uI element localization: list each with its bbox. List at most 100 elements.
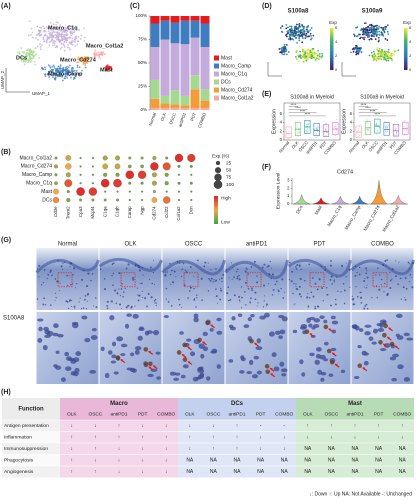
positive-cell bbox=[182, 342, 187, 348]
umap-point bbox=[58, 67, 61, 70]
umap-point bbox=[43, 40, 46, 42]
nucleus bbox=[42, 282, 45, 284]
umap-point bbox=[63, 31, 66, 33]
cell: NA bbox=[328, 446, 336, 452]
nucleus bbox=[219, 287, 222, 290]
bar-segment bbox=[200, 89, 210, 101]
nucleus bbox=[383, 291, 385, 293]
nucleus bbox=[228, 359, 234, 363]
feature-point bbox=[361, 33, 364, 36]
feature-point bbox=[301, 41, 304, 44]
umap-point bbox=[65, 39, 68, 42]
nucleus bbox=[280, 368, 288, 373]
umap-point bbox=[84, 66, 87, 69]
nucleus bbox=[239, 370, 245, 374]
nucleus bbox=[292, 292, 294, 295]
nucleus bbox=[125, 306, 128, 309]
nucleus bbox=[230, 262, 232, 264]
row-head bbox=[2, 431, 60, 443]
umap-point bbox=[71, 29, 74, 31]
feature-point bbox=[386, 24, 389, 27]
umap-point bbox=[42, 25, 44, 28]
jitter-point bbox=[287, 138, 289, 140]
umap-point bbox=[52, 76, 54, 79]
feature-point bbox=[305, 35, 308, 38]
dot bbox=[164, 181, 169, 186]
nucleus bbox=[253, 355, 260, 360]
jitter-point bbox=[305, 130, 307, 132]
cell: ↑ bbox=[94, 435, 97, 441]
umap-point bbox=[106, 68, 109, 71]
nucleus bbox=[303, 279, 306, 282]
y-tick-label: 100% bbox=[135, 13, 147, 18]
umap-point bbox=[50, 68, 53, 71]
arrow-head bbox=[202, 341, 206, 344]
nucleus bbox=[404, 297, 406, 299]
positive-cell bbox=[382, 332, 387, 338]
jitter-point bbox=[386, 131, 388, 133]
arrow-head bbox=[331, 352, 335, 355]
size-tick: 50 bbox=[226, 167, 232, 173]
nucleus bbox=[169, 371, 177, 376]
nucleus bbox=[295, 268, 298, 270]
feature-point bbox=[387, 33, 390, 35]
umap-point bbox=[74, 75, 77, 78]
cell: ↑ bbox=[212, 435, 215, 441]
nucleus bbox=[250, 287, 253, 290]
x-tick-label: Macro_Col1a2 bbox=[381, 204, 400, 232]
nucleus bbox=[406, 337, 414, 341]
umap-point bbox=[83, 40, 86, 42]
nucleus bbox=[179, 331, 184, 335]
jitter-point bbox=[376, 121, 378, 123]
nucleus bbox=[257, 302, 259, 304]
nucleus bbox=[232, 267, 234, 269]
nucleus bbox=[366, 270, 368, 272]
nucleus bbox=[106, 305, 109, 307]
nucleus bbox=[329, 278, 332, 281]
x-tick-label: Normal bbox=[348, 140, 361, 154]
nucleus bbox=[216, 317, 222, 322]
nucleus bbox=[360, 296, 363, 299]
umap-point bbox=[25, 51, 28, 54]
jitter-point bbox=[315, 128, 317, 130]
umap-point bbox=[55, 73, 58, 76]
nucleus bbox=[395, 275, 397, 278]
arrow-head bbox=[394, 345, 398, 349]
nucleus bbox=[57, 280, 60, 283]
nucleus bbox=[308, 296, 311, 299]
violin bbox=[332, 195, 349, 205]
y-tick-label: 4 bbox=[350, 120, 353, 125]
nucleus bbox=[172, 281, 175, 284]
nucleus bbox=[247, 317, 252, 322]
nucleus bbox=[171, 269, 173, 272]
cell: ↑ bbox=[377, 423, 380, 429]
bar-segment bbox=[150, 79, 160, 99]
nucleus bbox=[290, 280, 293, 283]
feature-point bbox=[314, 59, 317, 62]
bar-segment bbox=[160, 16, 170, 21]
jitter-point bbox=[336, 129, 338, 131]
jitter-point bbox=[377, 124, 379, 126]
nucleus bbox=[215, 288, 217, 290]
feature-point bbox=[380, 58, 383, 61]
nucleus bbox=[365, 272, 368, 275]
umap-point bbox=[52, 68, 54, 71]
nucleus bbox=[356, 296, 359, 298]
dot bbox=[76, 187, 85, 196]
nucleus bbox=[118, 288, 120, 290]
cell: ↓ bbox=[307, 435, 310, 441]
nucleus bbox=[137, 299, 140, 302]
umap-point bbox=[51, 65, 54, 68]
umap-point bbox=[64, 75, 67, 78]
feature-point bbox=[304, 57, 307, 59]
umap-point bbox=[46, 37, 49, 39]
dot bbox=[79, 198, 83, 202]
nucleus bbox=[64, 261, 66, 263]
feature-point bbox=[285, 24, 288, 26]
feature-point bbox=[281, 31, 284, 33]
nucleus bbox=[313, 318, 321, 323]
cell: ↓ bbox=[141, 458, 144, 464]
jitter-point bbox=[315, 136, 317, 138]
nucleus bbox=[67, 284, 69, 287]
umap-point bbox=[81, 69, 83, 72]
